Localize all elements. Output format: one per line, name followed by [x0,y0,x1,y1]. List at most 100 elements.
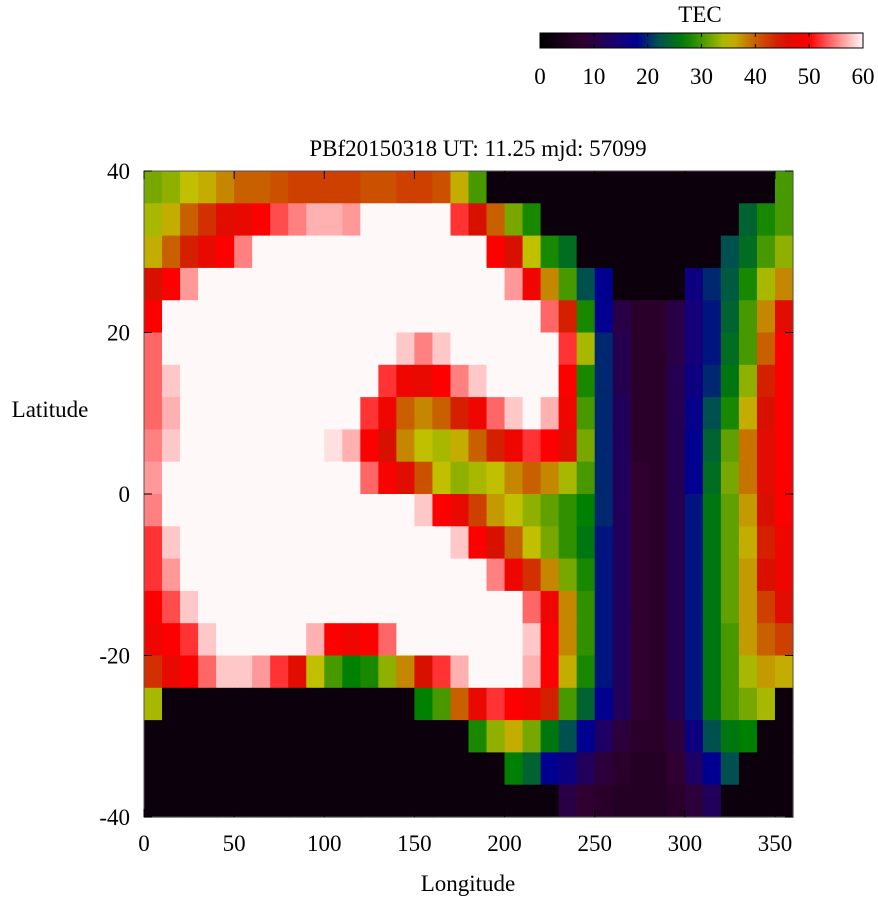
heatmap-cell [216,203,235,237]
heatmap-cell [576,623,596,657]
heatmap-cell [306,720,325,753]
heatmap-cell [144,526,163,560]
heatmap-cell [558,494,578,527]
heatmap-cell [594,655,614,689]
heatmap-cell [576,655,596,689]
heatmap-cell [666,655,686,689]
heatmap-cell [432,784,452,818]
heatmap-cell [666,558,686,592]
heatmap-cell [576,526,596,560]
heatmap-cell [216,752,235,786]
x-tick-label: 150 [397,831,432,856]
heatmap-cell [504,687,524,721]
heatmap-cell [450,494,470,527]
heatmap-cell [378,461,397,495]
heatmap-cell [270,364,289,398]
heatmap-cell [360,267,379,301]
heatmap-cell [684,300,704,334]
heatmap-cell [144,720,163,753]
heatmap-cell [648,203,668,237]
heatmap-cell [558,655,578,689]
heatmap-cell [252,235,271,269]
colorbar-tick-label: 20 [636,64,659,89]
heatmap-cell [180,235,199,269]
heatmap-cell [342,752,361,786]
heatmap-cell [756,655,776,689]
heatmap-cell [666,461,686,495]
heatmap-cell [594,235,614,269]
heatmap-cell [702,429,722,463]
heatmap-cell [252,720,271,753]
heatmap-cell [756,526,776,560]
heatmap-cell [720,364,740,398]
heatmap-cells [144,171,794,818]
y-tick-label: -20 [99,644,130,669]
heatmap-cell [738,397,758,430]
heatmap-cell [360,429,379,463]
heatmap-cell [504,364,524,398]
heatmap-cell [180,687,199,721]
heatmap-cell [648,526,668,560]
heatmap-cell [450,461,470,495]
heatmap-cell [162,590,181,624]
heatmap-cell [180,300,199,334]
heatmap-cell [522,300,542,334]
heatmap-cell [774,494,794,527]
heatmap-cell [288,235,307,269]
heatmap-cell [738,300,758,334]
heatmap-cell [414,300,434,334]
heatmap-cell [144,655,163,689]
heatmap-cell [288,461,307,495]
heatmap-cell [504,203,524,237]
heatmap-cell [324,235,343,269]
heatmap-cell [648,235,668,269]
heatmap-cell [414,461,434,495]
heatmap-cell [324,203,343,237]
heatmap-cell [198,332,217,366]
heatmap-cell [612,171,632,204]
heatmap-cell [468,235,488,269]
heatmap-cell [720,397,740,430]
heatmap-cell [450,687,470,721]
heatmap-cell [252,300,271,334]
heatmap-cell [540,171,560,204]
heatmap-cell [396,526,416,560]
heatmap-cell [396,267,416,301]
heatmap-cell [162,267,181,301]
heatmap-cell [270,171,289,204]
heatmap-cell [180,784,199,818]
heatmap-cell [594,300,614,334]
heatmap-cell [648,364,668,398]
heatmap-cell [594,494,614,527]
heatmap-cell [396,429,416,463]
colorbar-tick-label: 0 [534,64,546,89]
heatmap-cell [630,784,650,818]
heatmap-cell [774,590,794,624]
heatmap-cell [450,655,470,689]
heatmap-cell [540,526,560,560]
heatmap-cell [666,752,686,786]
heatmap-cell [486,364,506,398]
heatmap-cell [252,332,271,366]
heatmap-cell [576,429,596,463]
heatmap-cell [594,332,614,366]
heatmap-cell [360,558,379,592]
heatmap-cell [432,623,452,657]
heatmap-cell [684,429,704,463]
heatmap-cell [288,720,307,753]
heatmap-cell [306,429,325,463]
heatmap-cell [378,300,397,334]
heatmap-cell [630,171,650,204]
heatmap-cell [270,526,289,560]
heatmap-cell [540,558,560,592]
heatmap-cell [720,332,740,366]
heatmap-cell [162,494,181,527]
heatmap-cell [396,558,416,592]
heatmap-cell [432,590,452,624]
heatmap-cell [306,332,325,366]
heatmap-cell [684,655,704,689]
heatmap-cell [324,526,343,560]
heatmap-cell [720,784,740,818]
heatmap-cell [378,590,397,624]
heatmap-cell [720,623,740,657]
